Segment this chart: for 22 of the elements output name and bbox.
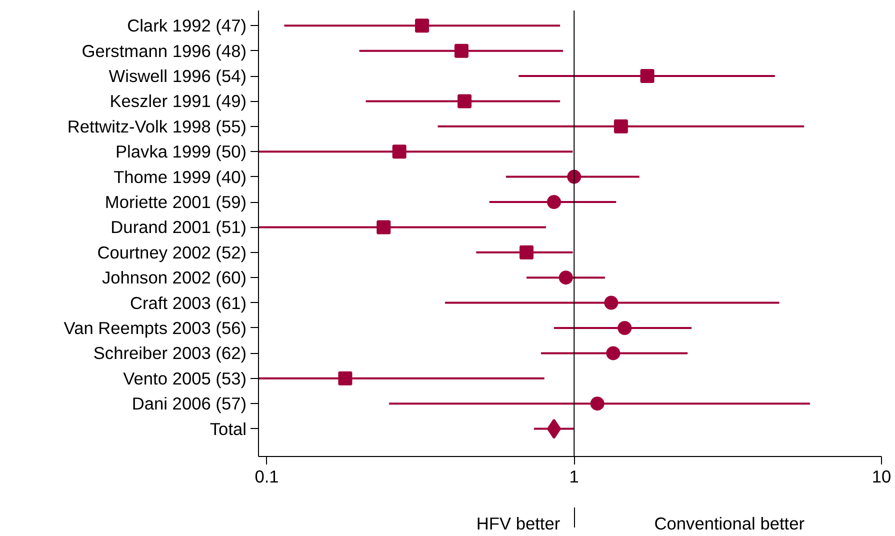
- y-tick-label: Rettwitz-Volk 1998 (55): [67, 116, 247, 136]
- y-tick-label: Wiswell 1996 (54): [108, 66, 247, 86]
- y-tick-label: Vento 2005 (53): [123, 368, 247, 388]
- y-tick-label: Johnson 2002 (60): [102, 268, 247, 288]
- x-tick-label: 0.1: [254, 466, 279, 486]
- y-tick-label: Clark 1992 (47): [127, 16, 247, 36]
- y-tick-label: Craft 2003 (61): [130, 292, 247, 313]
- y-tick-label: Durand 2001 (51): [110, 217, 247, 238]
- y-tick-label: Total: [210, 418, 247, 439]
- y-tick-label: Schreiber 2003 (62): [93, 343, 247, 364]
- y-tick-label: Keszler 1991 (49): [110, 91, 247, 112]
- y-tick-label: Dani 2006 (57): [132, 394, 247, 414]
- y-tick-label: Courtney 2002 (52): [97, 242, 247, 262]
- text: Conventional better: [654, 514, 805, 534]
- y-tick-label: Gerstmann 1996 (48): [82, 40, 246, 61]
- x-tick-label: 1: [569, 466, 579, 486]
- y-tick-label: Thome 1999 (40): [114, 166, 247, 187]
- y-tick-label: Plavka 1999 (50): [116, 142, 247, 162]
- x-tick-label: 10: [872, 466, 892, 486]
- text: HFV better: [476, 514, 560, 534]
- y-tick-label: Moriette 2001 (59): [104, 192, 247, 212]
- y-tick-label: Van Reempts 2003 (56): [64, 318, 247, 338]
